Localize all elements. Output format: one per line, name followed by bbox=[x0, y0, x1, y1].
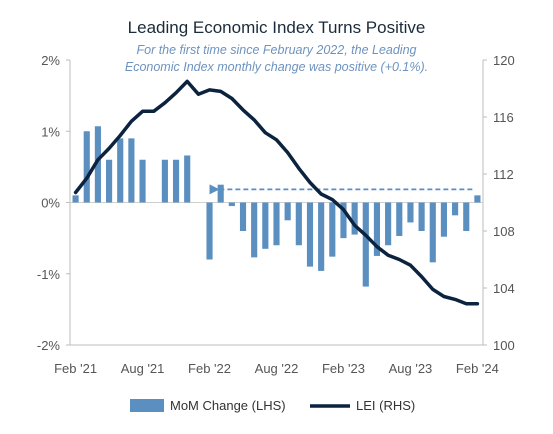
mom-change-bar bbox=[172, 159, 180, 203]
mom-change-bar bbox=[128, 138, 135, 203]
x-tick-label: Feb '24 bbox=[456, 361, 499, 376]
legend-bar-label: MoM Change (LHS) bbox=[170, 398, 286, 413]
left-tick-label: -1% bbox=[37, 267, 61, 282]
left-tick-label: -2% bbox=[37, 338, 61, 353]
mom-change-bar bbox=[262, 202, 269, 249]
mom-change-bar bbox=[105, 159, 113, 203]
chart-title: Leading Economic Index Turns Positive bbox=[127, 18, 426, 37]
mom-change-bar bbox=[72, 195, 79, 203]
right-tick-label: 112 bbox=[493, 167, 514, 182]
x-tick-label: Aug '22 bbox=[255, 361, 299, 376]
left-tick-label: 0% bbox=[41, 196, 60, 211]
mom-change-bar bbox=[184, 155, 191, 203]
x-tick-label: Feb '23 bbox=[322, 361, 365, 376]
mom-change-bar bbox=[362, 202, 369, 287]
mom-change-bar bbox=[206, 202, 213, 260]
mom-change-bar bbox=[139, 159, 146, 203]
mom-change-bar bbox=[251, 202, 258, 258]
mom-change-bar bbox=[83, 131, 90, 203]
chart-subtitle-line1: For the first time since February 2022, … bbox=[136, 43, 417, 57]
mom-change-bar bbox=[407, 202, 414, 223]
right-tick-label: 116 bbox=[493, 110, 514, 125]
mom-change-bar bbox=[295, 202, 302, 246]
left-tick-label: 1% bbox=[41, 124, 60, 139]
legend-line-label: LEI (RHS) bbox=[356, 398, 415, 413]
mom-change-bar bbox=[418, 202, 425, 231]
mom-change-bar bbox=[284, 202, 291, 221]
chart-subtitle-line2: Economic Index monthly change was positi… bbox=[124, 60, 429, 74]
mom-change-bar bbox=[463, 202, 470, 231]
mom-change-bar bbox=[429, 202, 436, 263]
legend-bar-swatch bbox=[130, 399, 164, 412]
mom-change-bar bbox=[273, 202, 280, 246]
mom-change-bar bbox=[94, 126, 101, 203]
mom-change-bar bbox=[228, 202, 235, 207]
mom-change-bar bbox=[452, 202, 459, 216]
mom-change-bar bbox=[385, 202, 392, 246]
x-tick-label: Feb '22 bbox=[188, 361, 231, 376]
right-tick-label: 100 bbox=[493, 338, 515, 353]
mom-change-bar bbox=[217, 184, 224, 203]
mom-change-bar bbox=[474, 195, 481, 203]
mom-change-bar bbox=[318, 202, 325, 271]
mom-change-bar bbox=[440, 202, 448, 237]
mom-change-bar bbox=[117, 138, 124, 203]
right-tick-label: 120 bbox=[493, 53, 515, 68]
right-tick-label: 108 bbox=[493, 224, 515, 239]
mom-change-bar bbox=[329, 202, 336, 257]
x-tick-label: Aug '21 bbox=[121, 361, 165, 376]
lei-line bbox=[73, 79, 480, 306]
right-tick-label: 104 bbox=[493, 281, 515, 296]
mom-change-bar bbox=[161, 159, 168, 203]
x-tick-label: Aug '23 bbox=[389, 361, 433, 376]
mom-change-bar bbox=[373, 202, 381, 256]
mom-change-bar bbox=[351, 202, 358, 235]
x-tick-label: Feb '21 bbox=[54, 361, 97, 376]
mom-change-bar bbox=[239, 202, 247, 231]
mom-change-bar bbox=[396, 202, 403, 236]
left-tick-label: 2% bbox=[41, 53, 60, 68]
mom-change-bar bbox=[340, 202, 347, 239]
mom-change-bar bbox=[306, 202, 314, 267]
